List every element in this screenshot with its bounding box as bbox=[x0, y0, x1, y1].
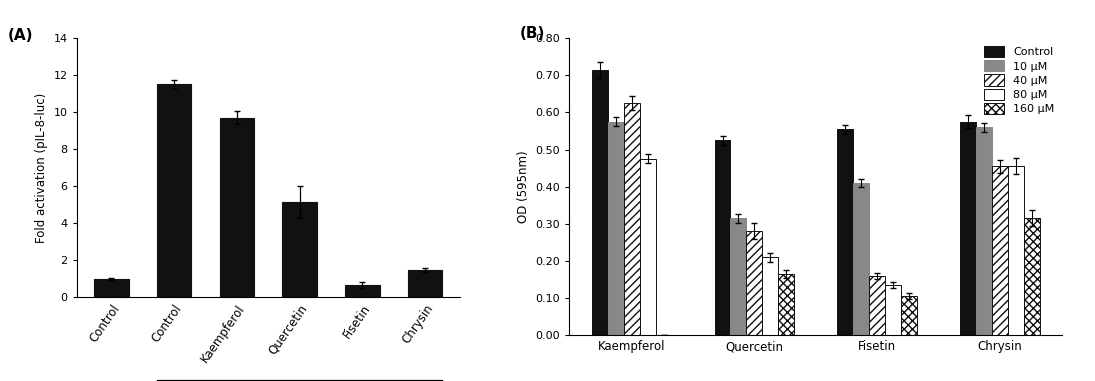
Bar bbox=[885, 285, 901, 335]
Bar bbox=[283, 202, 316, 297]
Bar bbox=[591, 70, 608, 335]
Bar bbox=[730, 218, 747, 335]
Text: (A): (A) bbox=[8, 28, 33, 43]
Y-axis label: Fold activation (pIL-8-luc): Fold activation (pIL-8-luc) bbox=[35, 93, 48, 243]
Bar bbox=[747, 231, 762, 335]
Bar bbox=[624, 103, 639, 335]
Bar bbox=[1007, 166, 1024, 335]
Bar bbox=[992, 166, 1007, 335]
Bar bbox=[762, 257, 779, 335]
Bar bbox=[608, 122, 624, 335]
Bar bbox=[715, 140, 730, 335]
Bar bbox=[960, 122, 976, 335]
Bar bbox=[639, 159, 656, 335]
Legend: Control, 10 μM, 40 μM, 80 μM, 160 μM: Control, 10 μM, 40 μM, 80 μM, 160 μM bbox=[982, 44, 1057, 117]
Bar bbox=[779, 274, 794, 335]
Bar bbox=[853, 183, 869, 335]
Bar bbox=[901, 296, 917, 335]
Bar bbox=[345, 285, 380, 297]
Y-axis label: OD (595nm): OD (595nm) bbox=[517, 150, 530, 223]
Bar bbox=[157, 84, 192, 297]
Bar bbox=[838, 129, 853, 335]
Bar bbox=[408, 271, 442, 297]
Bar bbox=[976, 127, 992, 335]
Bar bbox=[1024, 218, 1040, 335]
Bar bbox=[869, 276, 885, 335]
Text: (B): (B) bbox=[520, 26, 545, 41]
Bar bbox=[220, 118, 254, 297]
Bar bbox=[94, 279, 128, 297]
